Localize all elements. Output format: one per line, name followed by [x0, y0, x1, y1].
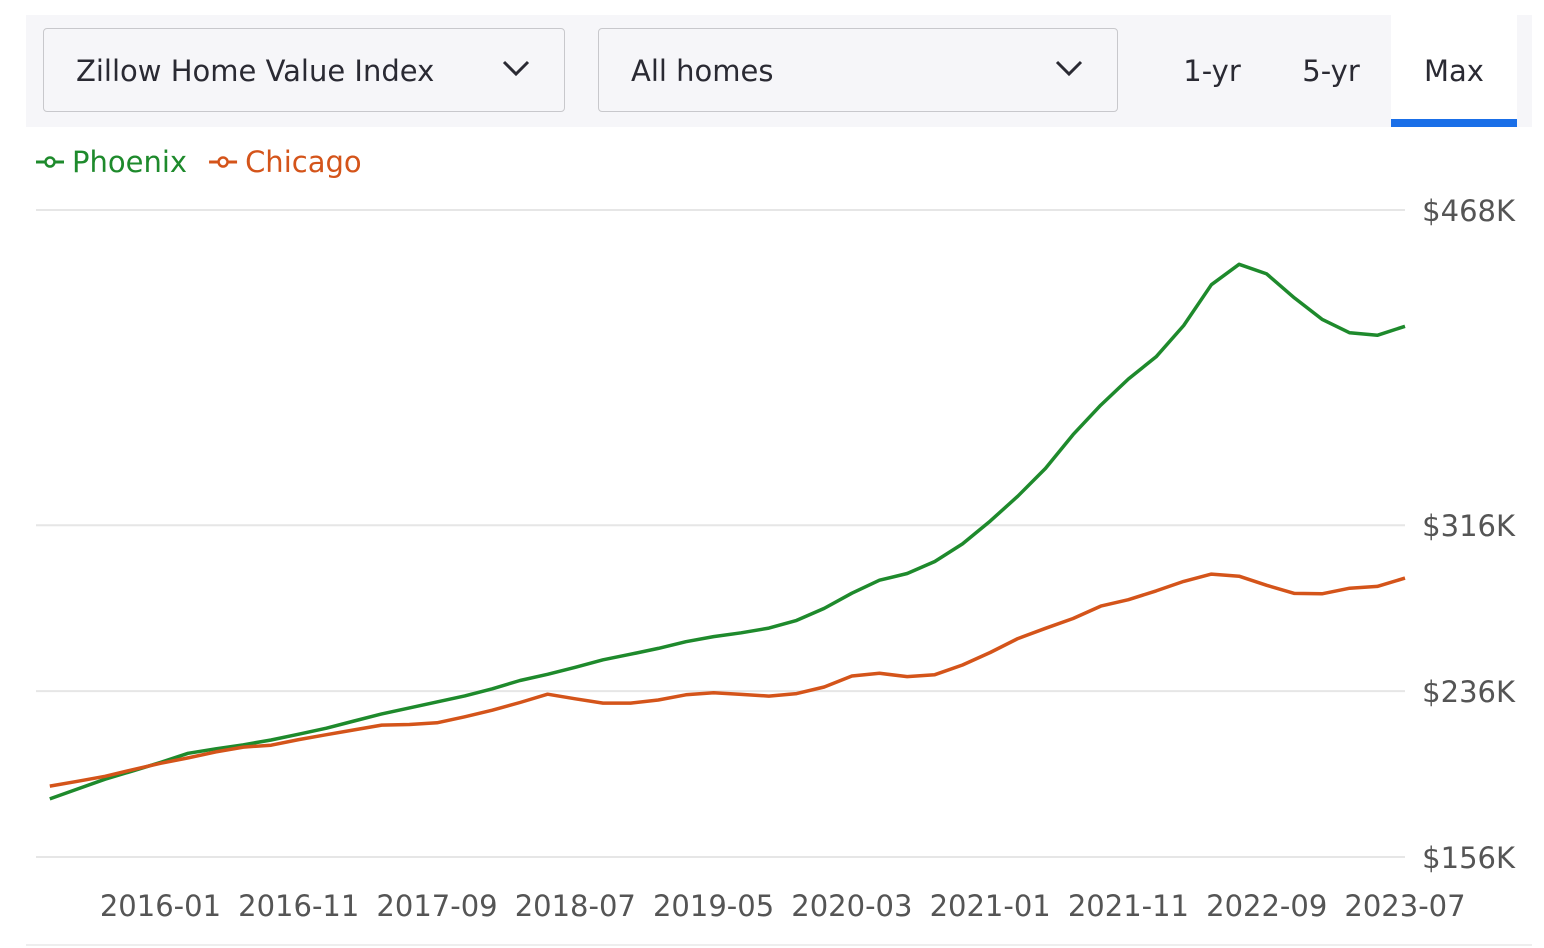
x-tick-label: 2022-09 [1206, 889, 1327, 923]
x-tick-label: 2019-05 [653, 889, 774, 923]
y-tick-label: $468K [1422, 194, 1516, 228]
x-tick-label: 2023-07 [1344, 889, 1465, 923]
range-tab[interactable]: 5-yr [1302, 54, 1360, 88]
legend-marker [217, 156, 229, 168]
y-tick-label: $156K [1422, 841, 1516, 875]
range-tab[interactable]: 1-yr [1183, 54, 1241, 88]
legend-label: Phoenix [72, 145, 187, 179]
y-tick-label: $316K [1422, 509, 1516, 543]
home-type-dropdown[interactable]: All homes [598, 28, 1118, 112]
series-line [49, 572, 1406, 788]
legend-marker [44, 156, 56, 168]
dropdown-text: Zillow Home Value Index [76, 54, 435, 88]
x-tick-label: 2016-11 [238, 889, 359, 923]
chevron [1055, 60, 1083, 77]
range-tab[interactable]: Max [1391, 15, 1517, 127]
dropdown-text: All homes [631, 54, 774, 88]
chevron [502, 60, 530, 77]
x-tick-label: 2021-11 [1068, 889, 1189, 923]
x-tick-label: 2021-01 [930, 889, 1051, 923]
legend-label: Chicago [245, 145, 362, 179]
x-tick-label: 2016-01 [100, 889, 221, 923]
x-tick-label: 2017-09 [376, 889, 497, 923]
x-tick-label: 2018-07 [515, 889, 636, 923]
metric-dropdown[interactable]: Zillow Home Value Index [43, 28, 565, 112]
x-tick-label: 2020-03 [791, 889, 912, 923]
series-line [49, 262, 1406, 801]
y-tick-label: $236K [1422, 675, 1516, 709]
